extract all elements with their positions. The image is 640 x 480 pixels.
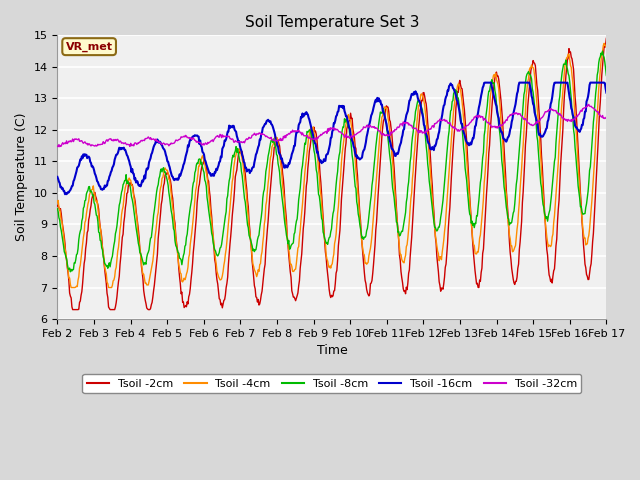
Tsoil -32cm bbox=[205, 139, 213, 145]
Tsoil -16cm bbox=[415, 98, 423, 104]
Tsoil -4cm bbox=[600, 40, 608, 46]
Tsoil -2cm bbox=[69, 307, 77, 312]
Tsoil -8cm bbox=[54, 206, 61, 212]
Tsoil -32cm bbox=[56, 144, 63, 150]
Tsoil -4cm bbox=[121, 190, 129, 195]
Legend: Tsoil -2cm, Tsoil -4cm, Tsoil -8cm, Tsoil -16cm, Tsoil -32cm: Tsoil -2cm, Tsoil -4cm, Tsoil -8cm, Tsoi… bbox=[83, 374, 581, 393]
Tsoil -2cm bbox=[415, 118, 423, 123]
Tsoil -16cm bbox=[54, 174, 61, 180]
X-axis label: Time: Time bbox=[317, 344, 348, 357]
Tsoil -2cm bbox=[63, 265, 71, 271]
Tsoil -4cm bbox=[415, 103, 423, 109]
Tsoil -2cm bbox=[399, 286, 407, 292]
Tsoil -32cm bbox=[121, 141, 129, 146]
Tsoil -16cm bbox=[64, 189, 72, 195]
Tsoil -8cm bbox=[67, 269, 74, 275]
Tsoil -8cm bbox=[399, 224, 407, 229]
Text: VR_met: VR_met bbox=[66, 42, 113, 52]
Tsoil -4cm bbox=[177, 270, 184, 276]
Tsoil -32cm bbox=[177, 136, 184, 142]
Tsoil -16cm bbox=[121, 147, 129, 153]
Tsoil -8cm bbox=[602, 72, 610, 78]
Tsoil -2cm bbox=[54, 203, 61, 209]
Tsoil -4cm bbox=[67, 285, 75, 290]
Tsoil -8cm bbox=[121, 178, 129, 184]
Tsoil -2cm bbox=[121, 214, 129, 220]
Line: Tsoil -16cm: Tsoil -16cm bbox=[58, 83, 606, 194]
Tsoil -2cm bbox=[177, 281, 184, 287]
Line: Tsoil -32cm: Tsoil -32cm bbox=[58, 105, 606, 147]
Tsoil -32cm bbox=[64, 140, 72, 145]
Tsoil -2cm bbox=[602, 36, 610, 41]
Line: Tsoil -8cm: Tsoil -8cm bbox=[58, 51, 606, 272]
Tsoil -32cm bbox=[415, 128, 423, 133]
Tsoil -8cm bbox=[598, 48, 606, 54]
Tsoil -16cm bbox=[399, 127, 407, 133]
Tsoil -4cm bbox=[205, 197, 213, 203]
Tsoil -8cm bbox=[205, 213, 213, 218]
Tsoil -4cm bbox=[399, 260, 407, 265]
Line: Tsoil -4cm: Tsoil -4cm bbox=[58, 43, 606, 288]
Tsoil -16cm bbox=[61, 192, 69, 197]
Tsoil -32cm bbox=[585, 102, 593, 108]
Tsoil -16cm bbox=[481, 80, 489, 85]
Title: Soil Temperature Set 3: Soil Temperature Set 3 bbox=[244, 15, 419, 30]
Tsoil -16cm bbox=[177, 173, 184, 179]
Line: Tsoil -2cm: Tsoil -2cm bbox=[58, 38, 606, 310]
Tsoil -4cm bbox=[54, 200, 61, 205]
Tsoil -8cm bbox=[415, 100, 423, 106]
Tsoil -16cm bbox=[205, 170, 213, 176]
Y-axis label: Soil Temperature (C): Soil Temperature (C) bbox=[15, 113, 28, 241]
Tsoil -32cm bbox=[399, 119, 407, 125]
Tsoil -4cm bbox=[602, 43, 610, 49]
Tsoil -8cm bbox=[177, 256, 184, 262]
Tsoil -32cm bbox=[602, 114, 610, 120]
Tsoil -16cm bbox=[602, 90, 610, 96]
Tsoil -8cm bbox=[63, 261, 71, 267]
Tsoil -4cm bbox=[63, 264, 71, 269]
Tsoil -2cm bbox=[205, 187, 213, 193]
Tsoil -32cm bbox=[54, 144, 61, 149]
